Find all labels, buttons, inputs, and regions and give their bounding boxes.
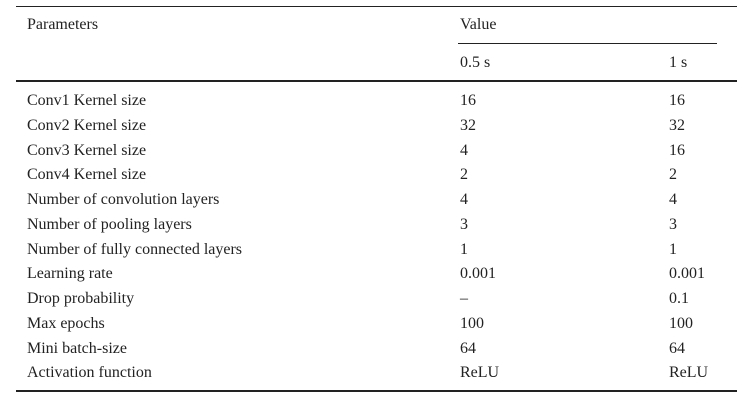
row-label: Conv4 Kernel size [27,166,147,184]
row-label: Conv3 Kernel size [27,141,147,159]
cell: 32 [669,116,685,134]
cell: 16 [460,92,476,109]
row-label: Number of convolution layers [27,191,220,208]
row-label: Conv2 Kernel size [27,116,147,134]
cell: 2 [460,166,468,184]
row-label: Number of pooling layers [27,215,192,233]
cell: 16 [669,92,685,109]
cell: 100 [460,314,484,332]
header-cell: Value [460,16,497,33]
header-cell: Parameters [27,16,99,33]
row-label: Max epochs [27,314,105,332]
cell: 1 [460,240,468,258]
top-rule [16,6,737,7]
cell: 0.1 [669,290,689,307]
cell: ReLU [460,364,500,382]
cell: 64 [460,339,476,357]
cell: 4 [460,141,468,159]
row-label: Drop probability [27,290,135,307]
bottom-rule [16,390,737,392]
cell: 1 [669,240,677,258]
cell: 3 [460,215,468,233]
row-label: Conv1 Kernel size [27,92,147,109]
cell: 32 [460,116,476,134]
header-cell: 0.5 s [460,54,491,71]
cell: 100 [669,314,693,332]
header-rule [16,80,737,82]
value-rule [458,43,717,44]
row-label: Learning rate [27,265,113,283]
row-label: Mini batch-size [27,339,127,357]
cell: 0.001 [669,265,705,283]
header-cell: 1 s [669,54,688,71]
cell: 16 [669,141,685,159]
cell: 4 [460,191,468,208]
cell: 64 [669,339,685,357]
cell: – [460,290,468,307]
cell: 2 [669,166,677,184]
cell: 3 [669,215,677,233]
cell: ReLU [669,364,709,382]
row-label: Activation function [27,364,152,382]
cell: 4 [669,191,677,208]
row-label: Number of fully connected layers [27,240,243,258]
cell: 0.001 [460,265,496,283]
